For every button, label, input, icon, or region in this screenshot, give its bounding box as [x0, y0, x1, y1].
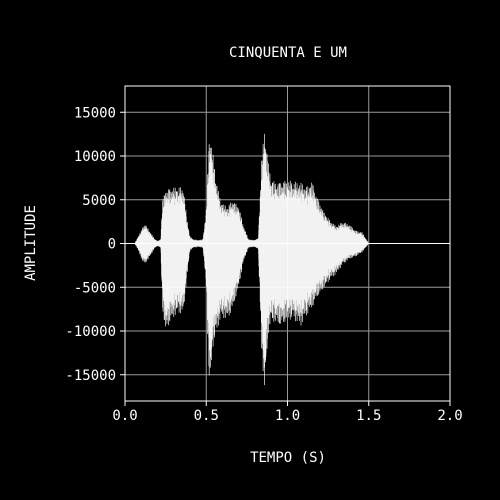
waveform	[125, 133, 450, 386]
x-tick-label: 0.0	[112, 408, 137, 424]
y-tick-label: -15000	[65, 368, 116, 384]
x-axis-label: TEMPO (S)	[250, 450, 326, 466]
y-axis-label: AMPLITUDE	[23, 205, 39, 281]
x-tick-label: 2.0	[437, 408, 462, 424]
y-tick-label: -5000	[74, 280, 116, 296]
x-tick-label: 1.5	[356, 408, 381, 424]
y-tick-label: 15000	[74, 105, 116, 121]
x-tick-label: 1.0	[275, 408, 300, 424]
ticks: 0.0 0.5 1.0 1.5 2.0 -15000 -10000 -5000 0 5000 100…	[65, 105, 462, 424]
y-tick-label: -10000	[65, 324, 116, 340]
y-tick-label: 5000	[82, 193, 116, 209]
y-tick-label: 10000	[74, 149, 116, 165]
x-tick-label: 0.5	[194, 408, 219, 424]
chart-title: CINQUENTA E UM	[229, 45, 347, 61]
y-tick-label: 0	[108, 237, 116, 253]
